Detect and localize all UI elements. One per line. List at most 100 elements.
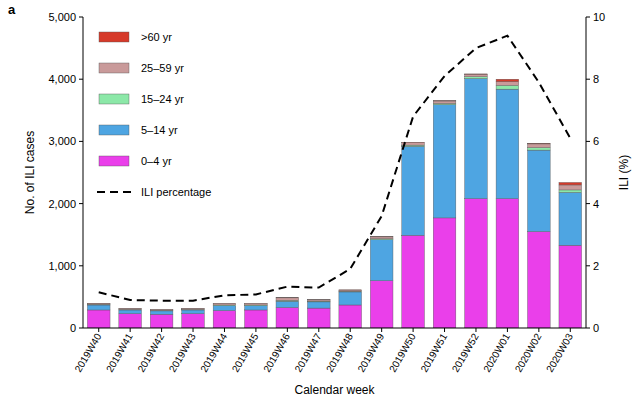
x-tick-label: 2019W44 bbox=[198, 331, 229, 374]
y2-tick bbox=[586, 328, 590, 329]
x-tick bbox=[318, 328, 319, 332]
x-tick-label: 2019W47 bbox=[293, 331, 324, 374]
bar-segment bbox=[245, 310, 268, 328]
bar-segment bbox=[465, 73, 488, 74]
y-tick-label: 0 bbox=[70, 322, 76, 334]
bar-segment bbox=[119, 308, 142, 309]
x-tick-label: 2019W42 bbox=[135, 331, 166, 374]
y2-tick bbox=[586, 203, 590, 204]
bar-segment bbox=[182, 314, 205, 328]
legend-label: 5–14 yr bbox=[141, 124, 178, 136]
y-tick bbox=[79, 203, 83, 204]
bar-segment bbox=[370, 236, 393, 237]
x-tick-label: 2019W50 bbox=[387, 331, 418, 374]
bar-segment bbox=[307, 301, 330, 303]
bar-segment bbox=[528, 143, 551, 145]
bar-segment bbox=[245, 303, 268, 304]
bar-segment bbox=[307, 308, 330, 328]
y-tick bbox=[79, 328, 83, 329]
legend-swatch bbox=[99, 156, 129, 166]
bar-segment bbox=[496, 89, 519, 198]
bar-segment bbox=[370, 237, 393, 239]
panel-label: a bbox=[8, 2, 16, 17]
y-axis bbox=[83, 17, 84, 328]
x-tick bbox=[287, 328, 288, 332]
x-tick bbox=[381, 328, 382, 332]
bar-segment bbox=[182, 308, 205, 310]
bar-segment bbox=[150, 309, 173, 311]
x-tick bbox=[507, 328, 508, 332]
legend: >60 yr25–59 yr15–24 yr5–14 yr0–4 yrILI p… bbox=[97, 31, 211, 198]
bar-segment bbox=[528, 144, 551, 148]
x-tick bbox=[130, 328, 131, 332]
bar-segment bbox=[307, 300, 330, 301]
bar-segment bbox=[87, 310, 110, 328]
bar-segment bbox=[496, 199, 519, 328]
bar-segment bbox=[119, 308, 142, 310]
bar-segment bbox=[528, 232, 551, 328]
bar-segment bbox=[559, 245, 582, 328]
bar-segment bbox=[87, 305, 110, 310]
legend-label: >60 yr bbox=[141, 31, 172, 43]
bar-segment bbox=[559, 185, 582, 190]
bar-segment bbox=[496, 82, 519, 86]
bar-segment bbox=[433, 218, 456, 328]
bar-segment bbox=[496, 79, 519, 81]
y-tick bbox=[79, 79, 83, 80]
y2-tick bbox=[586, 265, 590, 266]
x-tick-label: 2020W02 bbox=[513, 331, 544, 374]
bar-segment bbox=[465, 77, 488, 79]
x-tick bbox=[255, 328, 256, 332]
bar-segment bbox=[339, 290, 362, 291]
x-tick bbox=[224, 328, 225, 332]
bar-segment bbox=[307, 302, 330, 308]
plot-area bbox=[87, 36, 581, 328]
y2-axis-title: ILI (%) bbox=[617, 155, 631, 190]
y-tick-label: 4,000 bbox=[48, 73, 76, 85]
bar-segment bbox=[496, 85, 519, 89]
y-tick bbox=[79, 265, 83, 266]
bar-segment bbox=[119, 314, 142, 328]
x-tick-label: 2019W48 bbox=[324, 331, 355, 374]
x-tick-label: 2019W49 bbox=[355, 331, 386, 374]
y-tick-label: 2,000 bbox=[48, 198, 76, 210]
bar-segment bbox=[213, 306, 236, 311]
legend-label: 15–24 yr bbox=[141, 93, 184, 105]
bar-segment bbox=[465, 79, 488, 199]
y-tick bbox=[79, 141, 83, 142]
bar-segment bbox=[339, 305, 362, 328]
bar-segment bbox=[87, 303, 110, 304]
x-tick bbox=[538, 328, 539, 332]
bar-segment bbox=[465, 74, 488, 76]
x-tick-label: 2020W03 bbox=[544, 331, 575, 374]
y-tick-label: 1,000 bbox=[48, 260, 76, 272]
y2-tick-label: 0 bbox=[593, 322, 599, 334]
y2-tick bbox=[586, 141, 590, 142]
legend-swatch bbox=[99, 63, 129, 73]
bar-segment bbox=[433, 100, 456, 101]
x-tick bbox=[413, 328, 414, 332]
legend-label: 25–59 yr bbox=[141, 62, 184, 74]
bar-segment bbox=[182, 308, 205, 309]
x-tick-label: 2019W41 bbox=[104, 331, 135, 374]
x-tick-label: 2019W45 bbox=[230, 331, 261, 374]
bar-segment bbox=[276, 307, 299, 328]
bar-segment bbox=[150, 310, 173, 311]
x-tick bbox=[475, 328, 476, 332]
y2-tick-label: 8 bbox=[593, 73, 599, 85]
legend-swatch bbox=[99, 125, 129, 135]
legend-label: ILI percentage bbox=[141, 186, 211, 198]
y2-axis bbox=[586, 17, 587, 328]
bar-segment bbox=[182, 309, 205, 310]
x-tick-label: 2019W46 bbox=[261, 331, 292, 374]
bar-segment bbox=[213, 304, 236, 305]
x-tick-label: 2019W51 bbox=[418, 331, 449, 374]
y2-tick-label: 6 bbox=[593, 135, 599, 147]
y-tick-label: 3,000 bbox=[48, 135, 76, 147]
x-tick bbox=[98, 328, 99, 332]
ili-line bbox=[99, 36, 571, 301]
bar-segment bbox=[402, 235, 425, 328]
bar-segment bbox=[182, 310, 205, 314]
y2-tick-label: 2 bbox=[593, 260, 599, 272]
x-tick bbox=[193, 328, 194, 332]
